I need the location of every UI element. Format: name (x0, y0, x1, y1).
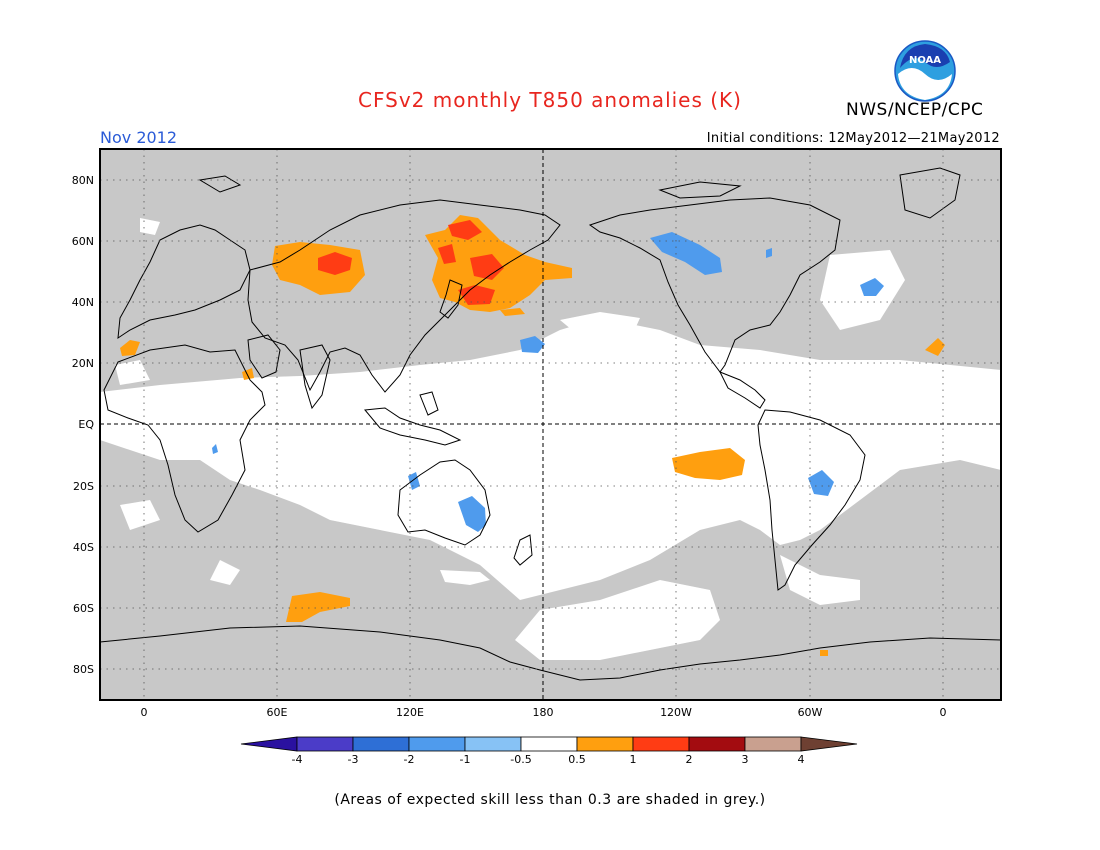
logo-text: NOAA (909, 55, 941, 66)
colorbar-segment (464, 736, 522, 752)
colorbar-segment (576, 736, 634, 752)
colorbar-segment (688, 736, 746, 752)
strong-warm-anomaly-regions (318, 220, 504, 305)
forecast-month: Nov 2012 (100, 128, 178, 147)
colorbar-label: -3 (348, 753, 359, 766)
lat-label: 20S (73, 480, 94, 493)
organization: NWS/NCEP/CPC (846, 100, 984, 120)
colorbar-segment (632, 736, 690, 752)
coastlines (99, 167, 1002, 681)
latitude-labels: 80N 60N 40N 20N EQ 20S 40S 60S 80S (72, 174, 95, 676)
lat-label: 20N (72, 357, 94, 370)
colorbar-label: 4 (798, 753, 805, 766)
lat-label: 40S (73, 541, 94, 554)
colorbar-labels: -4 -3 -2 -1 -0.5 0.5 1 2 3 4 (292, 753, 805, 766)
lon-label: 0 (940, 706, 947, 719)
colorbar-segment (520, 736, 578, 752)
chart-title: CFSv2 monthly T850 anomalies (K) (358, 88, 742, 112)
lat-label: 80N (72, 174, 94, 187)
colorbar-label: -0.5 (510, 753, 531, 766)
map-frame (99, 148, 1002, 701)
colorbar-segment (352, 736, 410, 752)
longitude-labels: 0 60E 120E 180 120W 60W 0 (141, 706, 947, 719)
lat-label: 80S (73, 663, 94, 676)
lon-label: 60W (798, 706, 823, 719)
lon-label: 120W (660, 706, 692, 719)
noaa-logo: NOAA (894, 40, 956, 102)
lat-label: EQ (78, 418, 94, 431)
lon-label: 60E (267, 706, 288, 719)
colorbar-segment (408, 736, 466, 752)
lat-label: 40N (72, 296, 94, 309)
colorbar-label: 0.5 (568, 753, 586, 766)
lon-label: 180 (533, 706, 554, 719)
colorbar-label: 1 (630, 753, 637, 766)
lon-label: 0 (141, 706, 148, 719)
colorbar-label: -1 (460, 753, 471, 766)
initial-conditions: Initial conditions: 12May2012—21May2012 (706, 131, 1000, 146)
neutral-anomaly-regions (100, 218, 1001, 660)
lat-label: 60S (73, 602, 94, 615)
colorbar-label: -2 (404, 753, 415, 766)
lon-label: 120E (396, 706, 424, 719)
colorbar-label: 3 (742, 753, 749, 766)
cool-anomaly-regions (212, 232, 884, 532)
colorbar-label: -4 (292, 753, 303, 766)
lat-label: 60N (72, 235, 94, 248)
colorbar-segment (296, 736, 354, 752)
colorbar-arrow-left (240, 736, 298, 752)
graticule (100, 149, 1001, 700)
colorbar-segment (744, 736, 802, 752)
colorbar-arrow-right (800, 736, 858, 752)
skill-footnote: (Areas of expected skill less than 0.3 a… (334, 792, 766, 808)
colorbar (240, 736, 858, 752)
colorbar-label: 2 (686, 753, 693, 766)
